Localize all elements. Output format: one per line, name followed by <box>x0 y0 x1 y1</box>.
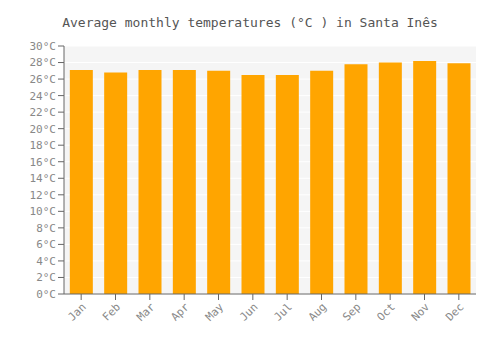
svg-text:Oct: Oct <box>375 300 398 323</box>
svg-text:20°C: 20°C <box>30 123 57 136</box>
svg-text:Jun: Jun <box>237 300 260 323</box>
svg-text:24°C: 24°C <box>30 90 57 103</box>
svg-text:Sep: Sep <box>340 300 363 323</box>
svg-text:28°C: 28°C <box>30 56 57 69</box>
svg-text:Nov: Nov <box>409 300 433 324</box>
svg-text:30°C: 30°C <box>30 40 57 53</box>
svg-text:18°C: 18°C <box>30 139 57 152</box>
svg-text:Jul: Jul <box>272 300 295 323</box>
svg-text:4°C: 4°C <box>36 255 56 268</box>
svg-text:14°C: 14°C <box>30 172 57 185</box>
svg-text:0°C: 0°C <box>36 288 56 301</box>
svg-text:Feb: Feb <box>100 300 123 323</box>
svg-text:Apr: Apr <box>169 300 193 324</box>
svg-text:22°C: 22°C <box>30 106 57 119</box>
svg-text:12°C: 12°C <box>30 189 57 202</box>
svg-text:Mar: Mar <box>134 300 158 324</box>
svg-text:2°C: 2°C <box>36 271 56 284</box>
svg-text:May: May <box>203 300 227 324</box>
svg-text:Aug: Aug <box>306 300 329 323</box>
svg-text:Dec: Dec <box>443 300 466 323</box>
svg-text:10°C: 10°C <box>30 205 57 218</box>
svg-text:8°C: 8°C <box>36 222 56 235</box>
svg-text:Jan: Jan <box>66 300 89 323</box>
html-text:Average monthly temperatures (: Average monthly temperatures (°C ) in Sa… <box>62 15 438 30</box>
svg-text:16°C: 16°C <box>30 156 57 169</box>
svg-text:26°C: 26°C <box>30 73 57 86</box>
svg-text:6°C: 6°C <box>36 238 56 251</box>
